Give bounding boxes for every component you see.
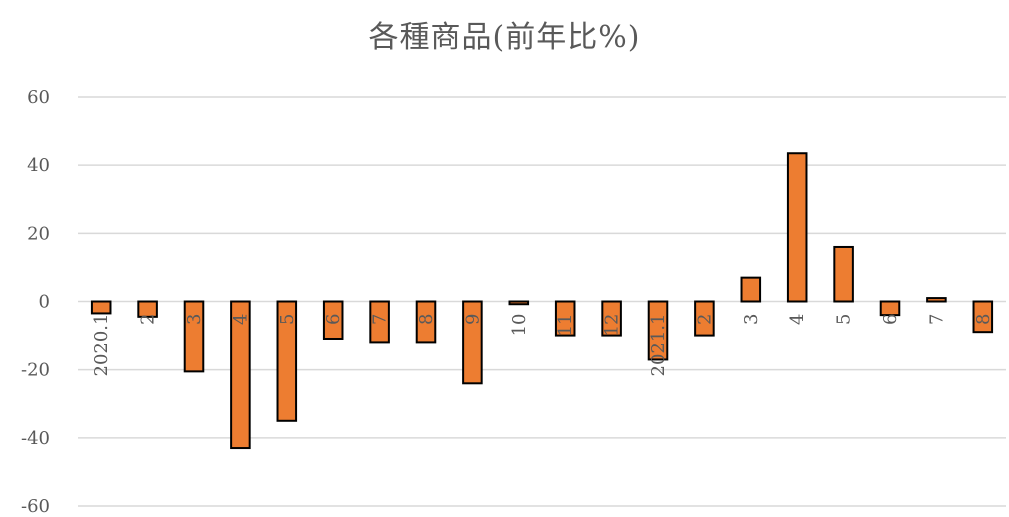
x-tick-label-7: 8: [416, 314, 437, 325]
bar-11: [601, 300, 622, 337]
x-tick-label-0: 2020.1: [91, 314, 112, 377]
bar-12: [647, 300, 669, 361]
x-tick-label-19: 8: [973, 314, 994, 325]
bar-2: [183, 300, 205, 373]
x-tick-label-6: 7: [370, 314, 391, 325]
x-tick-label-4: 5: [277, 314, 298, 325]
bar-1: [137, 300, 158, 318]
y-axis-ticks: 60 40 20 0 -20 -40 -60: [21, 87, 50, 517]
bar-16: [833, 245, 854, 303]
x-tick-label-3: 4: [230, 314, 251, 325]
gridlines: [78, 96, 1006, 507]
bar-18: [926, 297, 947, 303]
bar-19: [972, 300, 994, 334]
bar-10: [554, 300, 576, 337]
x-tick-label-2: 3: [184, 314, 205, 325]
y-tick-label: -20: [21, 360, 50, 381]
y-tick-label: -40: [21, 428, 50, 449]
bar-4: [276, 300, 298, 422]
bar-9: [508, 300, 530, 306]
x-tick-label-10: 11: [555, 314, 576, 337]
bar-17: [879, 300, 901, 317]
x-tick-label-18: 7: [926, 314, 947, 325]
bar-13: [694, 300, 715, 337]
x-tick-label-1: 2: [138, 314, 159, 325]
bar-5: [322, 300, 344, 340]
bar-14: [740, 276, 762, 303]
bars: [90, 152, 994, 450]
x-tick-label-11: 12: [602, 314, 623, 337]
x-tick-label-17: 6: [880, 314, 901, 325]
x-tick-label-8: 9: [462, 314, 483, 325]
y-tick-label: 60: [27, 87, 50, 108]
bar-8: [462, 300, 483, 385]
x-tick-label-13: 2: [694, 314, 715, 325]
x-axis-ticks: 2020.1 2 3 4 5 6 7 8 9 10 11 12 2021.1 2 3 4 5 6 7 8: [91, 314, 994, 377]
y-tick-label: 20: [27, 223, 50, 244]
bar-7: [415, 300, 437, 344]
bar-15: [786, 152, 808, 303]
y-tick-label: 40: [27, 155, 50, 176]
x-tick-label-5: 6: [323, 314, 344, 325]
bar-3: [230, 300, 251, 450]
x-tick-label-12: 2021.1: [648, 314, 669, 377]
x-tick-label-16: 5: [834, 314, 855, 325]
x-tick-label-9: 10: [509, 314, 530, 337]
y-tick-label: -60: [21, 496, 50, 517]
y-tick-label: 0: [39, 292, 50, 313]
x-tick-label-15: 4: [787, 314, 808, 325]
chart-title: 各種商品(前年比%): [368, 20, 641, 55]
bar-0: [90, 300, 112, 315]
x-tick-label-14: 3: [741, 314, 762, 325]
bar-6: [369, 300, 390, 344]
